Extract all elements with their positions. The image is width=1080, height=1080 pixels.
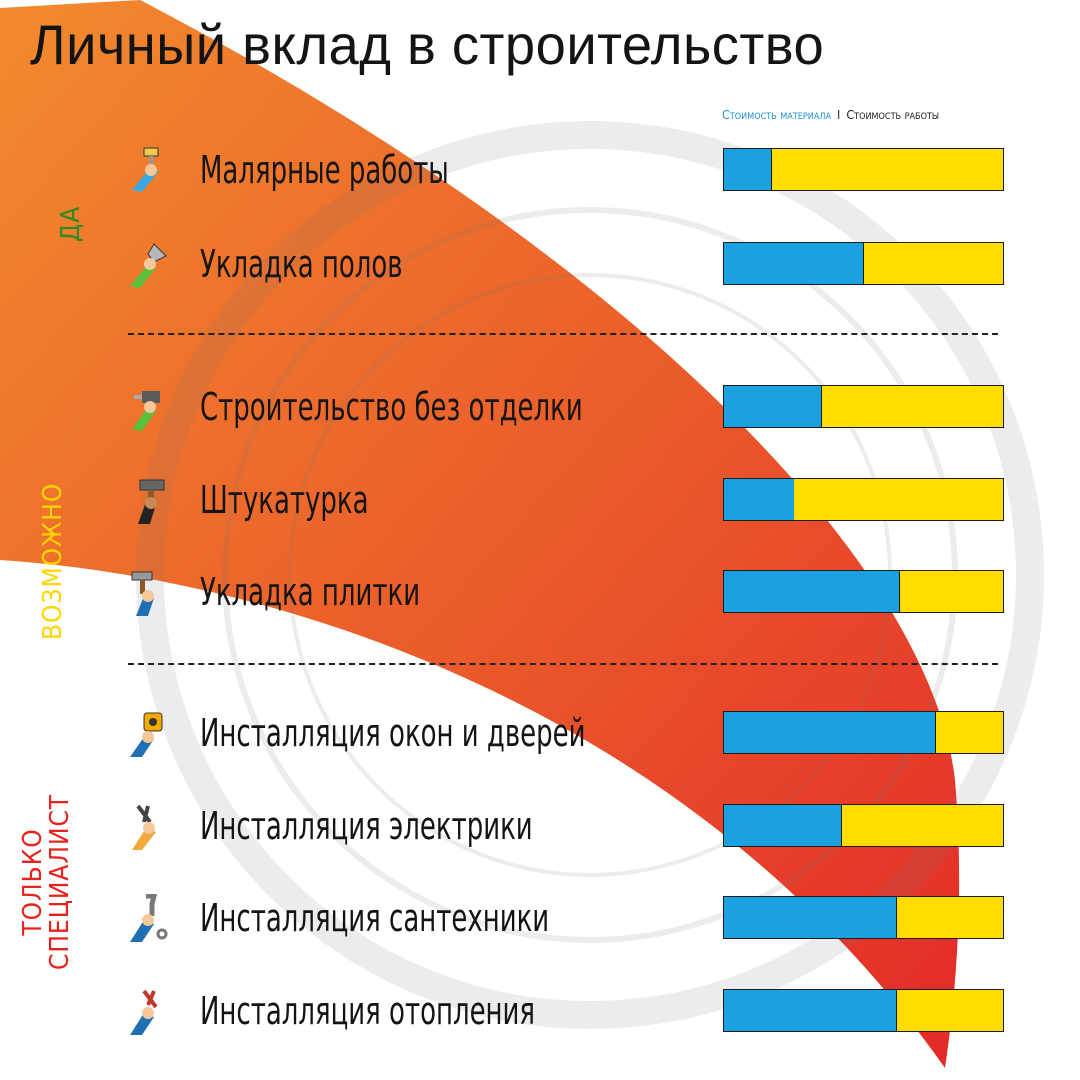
divider-maybe-specialist [128, 663, 998, 665]
category-label: Инсталляция отопления [200, 989, 536, 1033]
group-label-specialist-line2: СПЕЦИАЛИСТ [45, 793, 76, 970]
category-label: Инсталляция сантехники [200, 896, 550, 940]
category-label: Укладка полов [200, 242, 403, 286]
bar-segment-labor [897, 897, 1003, 938]
bar-row: Укладка плитки [0, 562, 1080, 622]
bar-segment-labor [864, 243, 1003, 284]
group-label-specialist: ТОЛЬКО СПЕЦИАЛИСТ [18, 793, 76, 970]
group-label-specialist-line1: ТОЛЬКО [18, 828, 48, 936]
stacked-bar [723, 804, 1004, 847]
bar-segment-material [724, 149, 772, 190]
tape-measure-hand-icon [124, 709, 172, 757]
bar-row: Инсталляция электрики [0, 796, 1080, 856]
category-label: Инсталляция окон и дверей [200, 711, 586, 755]
pliers-hand-icon [124, 802, 172, 850]
bar-row: Инсталляция сантехники [0, 888, 1080, 948]
stacked-bar [723, 242, 1004, 285]
group-label-yes: ДА [56, 205, 86, 242]
legend-material-label: Стоимость материала [722, 107, 831, 122]
bar-segment-labor [897, 990, 1003, 1031]
category-label: Строительство без отделки [200, 385, 583, 429]
stacked-bar [723, 478, 1004, 521]
category-label: Малярные работы [200, 148, 449, 192]
bar-segment-labor [822, 386, 1003, 427]
bar-segment-labor [772, 149, 1003, 190]
divider-yes-maybe [128, 333, 998, 335]
wrench-hand-icon [124, 893, 172, 942]
stacked-bar [723, 896, 1004, 939]
trowel-hand-icon [124, 240, 172, 288]
bar-segment-labor [936, 712, 1003, 753]
drill-hand-icon [124, 383, 172, 431]
category-label: Штукатурка [200, 478, 369, 522]
category-label: Инсталляция электрики [200, 804, 533, 848]
bar-row: Штукатурка [0, 470, 1080, 530]
bar-row: Инсталляция отопления [0, 981, 1080, 1041]
bar-row: Укладка полов [0, 234, 1080, 294]
orange-red-wedge [0, 0, 960, 1068]
bar-row: Инсталляция окон и дверей [0, 703, 1080, 763]
paint-roller-hand-icon [124, 146, 172, 194]
category-label: Укладка плитки [200, 570, 421, 614]
bar-segment-material [724, 479, 795, 520]
bar-segment-labor [842, 805, 1003, 846]
hammer-hand-icon [124, 476, 172, 524]
pipe-pliers-hand-icon [124, 987, 172, 1035]
bar-segment-material [724, 571, 900, 612]
bar-row: Малярные работы [0, 140, 1080, 200]
bar-segment-material [724, 805, 842, 846]
stacked-bar [723, 385, 1004, 428]
stacked-bar [723, 148, 1004, 191]
stacked-bar [723, 989, 1004, 1032]
page-title: Личный вклад в строительство [30, 13, 825, 76]
bar-row: Строительство без отделки [0, 377, 1080, 437]
stacked-bar [723, 570, 1004, 613]
bar-segment-labor [794, 479, 1003, 520]
legend-separator: I [837, 107, 841, 122]
chart-legend: Стоимость материала I Стоимость работы [722, 107, 939, 122]
tile-hammer-hand-icon [124, 568, 172, 616]
group-label-maybe: ВОЗМОЖНО [38, 482, 68, 640]
bar-segment-material [724, 712, 936, 753]
bar-segment-labor [900, 571, 1003, 612]
bar-segment-material [724, 386, 822, 427]
bar-segment-material [724, 243, 864, 284]
stacked-bar [723, 711, 1004, 754]
legend-labor-label: Стоимость работы [846, 107, 940, 122]
bar-segment-material [724, 990, 897, 1031]
bar-segment-material [724, 897, 897, 938]
